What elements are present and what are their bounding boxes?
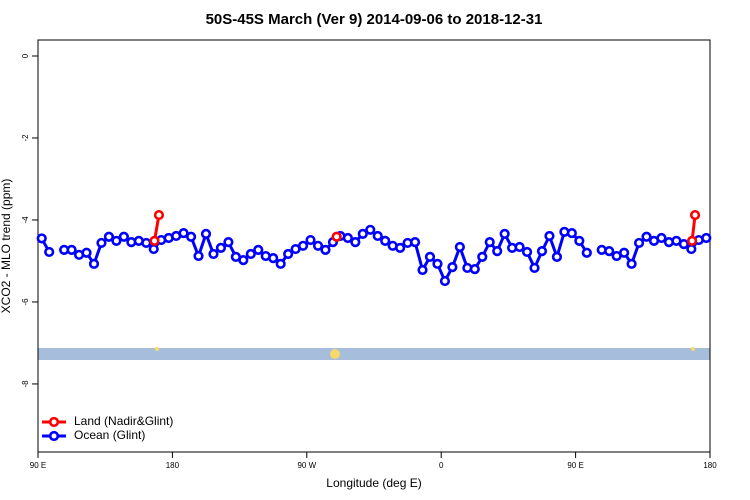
point bbox=[678, 239, 689, 250]
point bbox=[342, 232, 353, 244]
point bbox=[320, 244, 331, 255]
point bbox=[529, 262, 540, 274]
point bbox=[604, 246, 615, 257]
y-tick-label: -4 bbox=[21, 216, 30, 224]
x-tick-label: 180 bbox=[703, 461, 717, 470]
point bbox=[200, 228, 212, 240]
point bbox=[492, 246, 503, 257]
x-tick-label: 90 W bbox=[297, 461, 316, 470]
point bbox=[619, 247, 630, 258]
point bbox=[238, 255, 249, 266]
point bbox=[275, 258, 286, 269]
x-tick-label: 90 E bbox=[567, 461, 583, 470]
point bbox=[253, 244, 264, 255]
point bbox=[641, 231, 652, 242]
y-tick-label: -8 bbox=[21, 380, 30, 388]
point bbox=[312, 240, 324, 251]
point bbox=[118, 231, 129, 242]
point bbox=[357, 228, 368, 240]
glint-spot bbox=[330, 349, 340, 359]
point bbox=[297, 240, 309, 251]
series-line bbox=[153, 214, 697, 242]
x-tick-label: 0 bbox=[439, 461, 444, 470]
point bbox=[331, 231, 342, 242]
glint-spot bbox=[155, 347, 159, 351]
point bbox=[626, 258, 637, 269]
point bbox=[566, 227, 577, 239]
y-tick-label: 0 bbox=[21, 53, 30, 58]
y-axis-label: XCO2 - MLO trend (ppm) bbox=[0, 179, 13, 314]
point bbox=[477, 251, 488, 262]
point bbox=[283, 248, 294, 260]
x-tick-label: 180 bbox=[166, 461, 180, 470]
point bbox=[581, 247, 592, 258]
chart-title: 50S-45S March (Ver 9) 2014-09-06 to 2018… bbox=[206, 11, 543, 28]
point bbox=[686, 243, 697, 255]
plot-frame bbox=[37, 39, 711, 453]
point bbox=[686, 235, 698, 246]
point bbox=[208, 248, 219, 260]
point bbox=[484, 237, 495, 248]
point bbox=[350, 237, 361, 248]
point bbox=[178, 227, 189, 239]
point bbox=[185, 231, 197, 242]
point bbox=[148, 243, 159, 255]
point bbox=[372, 230, 383, 242]
point bbox=[701, 232, 712, 244]
point bbox=[36, 233, 47, 244]
point bbox=[544, 230, 555, 242]
glint-spot bbox=[691, 347, 695, 351]
point bbox=[689, 209, 701, 221]
point bbox=[153, 209, 165, 221]
point bbox=[551, 251, 563, 262]
point bbox=[149, 235, 160, 246]
point bbox=[88, 258, 100, 269]
y-tick-label: -2 bbox=[21, 134, 30, 142]
point bbox=[395, 242, 406, 253]
point bbox=[141, 237, 152, 249]
legend-marker bbox=[48, 416, 60, 428]
point bbox=[633, 237, 645, 249]
point bbox=[96, 237, 107, 249]
point bbox=[215, 242, 227, 253]
point bbox=[103, 231, 115, 242]
point bbox=[454, 241, 465, 253]
point bbox=[574, 235, 585, 246]
point bbox=[268, 252, 279, 264]
legend-label: Land (Nadir&Glint) bbox=[74, 414, 173, 428]
point bbox=[193, 250, 204, 262]
point bbox=[223, 237, 234, 248]
point bbox=[66, 244, 77, 255]
point bbox=[417, 264, 428, 276]
coverage-band bbox=[38, 348, 710, 360]
point bbox=[245, 248, 256, 260]
point bbox=[81, 247, 92, 258]
point bbox=[380, 235, 391, 246]
point bbox=[439, 275, 451, 287]
point bbox=[514, 241, 525, 253]
point bbox=[536, 246, 548, 257]
x-tick-label: 90 E bbox=[30, 461, 46, 470]
point bbox=[365, 224, 376, 235]
point bbox=[111, 235, 122, 246]
point bbox=[447, 262, 458, 273]
point bbox=[424, 251, 436, 262]
point bbox=[305, 234, 316, 246]
x-axis-label: Longitude (deg E) bbox=[326, 476, 421, 490]
point bbox=[656, 232, 667, 244]
y-tick-label: -6 bbox=[21, 298, 30, 306]
legend-label: Ocean (Glint) bbox=[74, 428, 145, 442]
point bbox=[521, 246, 533, 258]
point bbox=[409, 237, 421, 248]
point bbox=[499, 228, 510, 240]
legend-marker bbox=[48, 430, 60, 442]
point bbox=[432, 258, 443, 269]
point bbox=[469, 264, 480, 275]
point bbox=[44, 246, 55, 258]
